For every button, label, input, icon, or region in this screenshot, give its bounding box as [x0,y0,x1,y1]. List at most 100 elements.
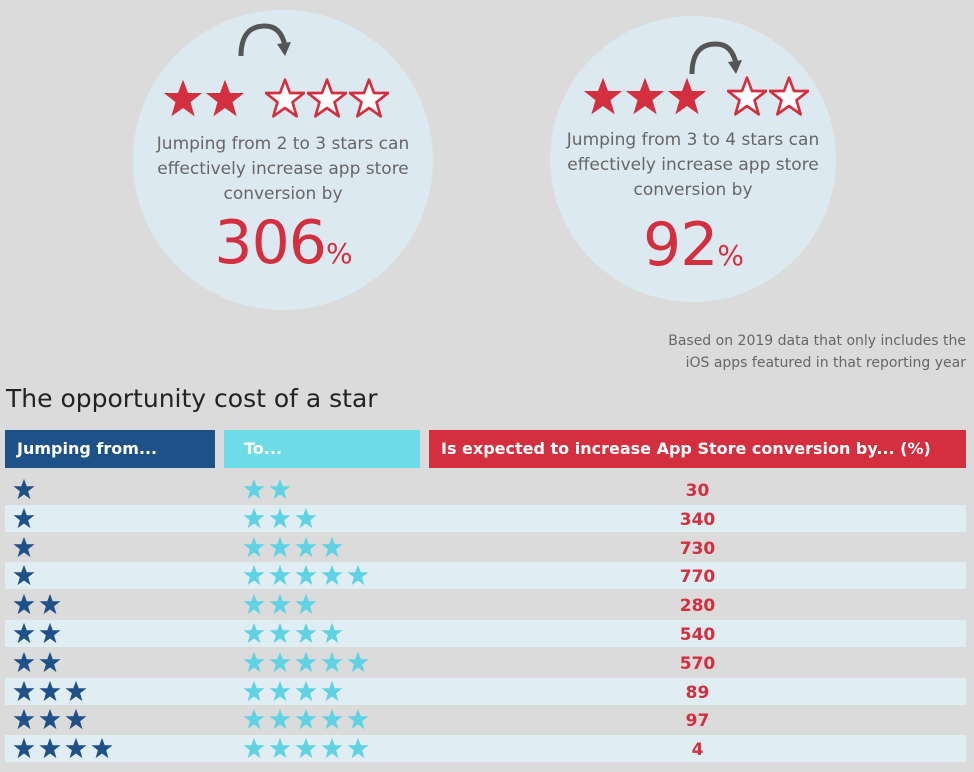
star-icon [295,622,317,644]
from-stars [13,593,61,615]
star-icon [269,622,291,644]
star-icon [295,680,317,701]
note-line: Based on 2019 data that only includes th… [668,333,966,349]
star-icon [91,738,113,759]
star-icon [39,680,61,701]
star-icon [13,651,35,672]
star-icon [269,478,291,500]
star-icon [13,478,35,500]
star-icon [321,536,343,557]
table-row: 280 [5,591,966,618]
star-icon [243,622,265,644]
star-icon [243,478,265,500]
empty-star-icon [769,76,809,116]
star-icon [321,565,343,586]
star-icon [243,565,265,586]
star-icon [13,738,35,759]
to-stars [243,737,369,759]
to-stars [243,680,343,702]
star-icon [295,709,317,730]
callout-circle-2-to-3: Jumping from 2 to 3 stars can effectivel… [133,10,433,310]
star-icon [269,507,291,528]
from-stars [13,680,87,702]
star-icon [295,651,317,672]
star-icon [39,738,61,759]
table-title: The opportunity cost of a star [6,384,378,413]
star-icon [13,594,35,615]
star-icon [321,680,343,701]
empty-star-icon [349,78,389,118]
star-icon [243,507,265,528]
star-icon [321,622,343,644]
curved-arrow-icon [238,23,291,57]
table-row: 30 [5,476,966,503]
from-stars [13,564,35,586]
star-icon [269,565,291,586]
star-icon [39,594,61,615]
filled-star-icon [205,79,245,117]
star-icon [347,738,369,759]
table-row: 340 [5,504,966,532]
star-rating-icons [163,78,389,118]
star-icon [13,565,35,586]
empty-star-icon [265,78,305,118]
conversion-increase-value: 570 [679,653,716,674]
star-icon [295,507,317,528]
star-icon [65,680,87,701]
data-note: Based on 2019 data that only includes th… [668,330,966,374]
conversion-increase-value: 540 [679,625,716,645]
star-icon [347,709,369,730]
filled-star-icon [583,77,623,115]
star-icon [295,594,317,615]
star-icon [13,536,35,557]
star-icon [243,536,265,557]
to-stars [243,536,343,558]
table-row: 4 [5,735,966,763]
callout-text: Jumping from 2 to 3 stars can effectivel… [156,134,410,204]
callout-value: 92% [643,210,744,280]
table-row: 540 [5,620,966,647]
conversion-increase-value: 770 [679,567,716,588]
conversion-increase-value: 340 [679,509,716,530]
star-icon [321,709,343,730]
table-row: 730 [5,534,966,561]
to-stars [243,564,369,586]
conversion-increase-value: 730 [679,538,716,559]
empty-star-icon [307,78,347,118]
from-stars [13,536,35,558]
star-icon [321,738,343,759]
conversion-increase-value: 280 [679,596,716,617]
callout-value: 306% [214,208,352,278]
star-icon [13,507,35,528]
star-icon [269,709,291,730]
star-icon [243,738,265,759]
from-stars [13,478,35,500]
star-icon [243,594,265,615]
to-stars [243,593,317,615]
header-increase: Is expected to increase App Store conver… [429,430,966,468]
curved-arrow-icon [689,41,742,75]
star-icon [243,651,265,672]
from-stars [13,622,61,644]
star-icon [347,651,369,672]
filled-star-icon [163,79,203,117]
star-icon [243,680,265,701]
from-stars [13,651,61,673]
star-icon [269,651,291,672]
from-stars [13,737,113,759]
from-stars [13,507,35,529]
star-icon [295,738,317,759]
note-line: iOS apps featured in that reporting year [685,355,966,371]
star-icon [321,651,343,672]
star-icon [39,709,61,730]
star-icon [13,680,35,701]
conversion-increase-value: 89 [685,682,710,703]
header-to: To... [224,430,420,468]
star-icon [295,536,317,557]
empty-star-icon [727,76,767,116]
filled-star-icon [667,77,707,115]
star-icon [65,738,87,759]
star-icon [269,594,291,615]
to-stars [243,651,369,673]
header-from: Jumping from... [5,430,215,468]
